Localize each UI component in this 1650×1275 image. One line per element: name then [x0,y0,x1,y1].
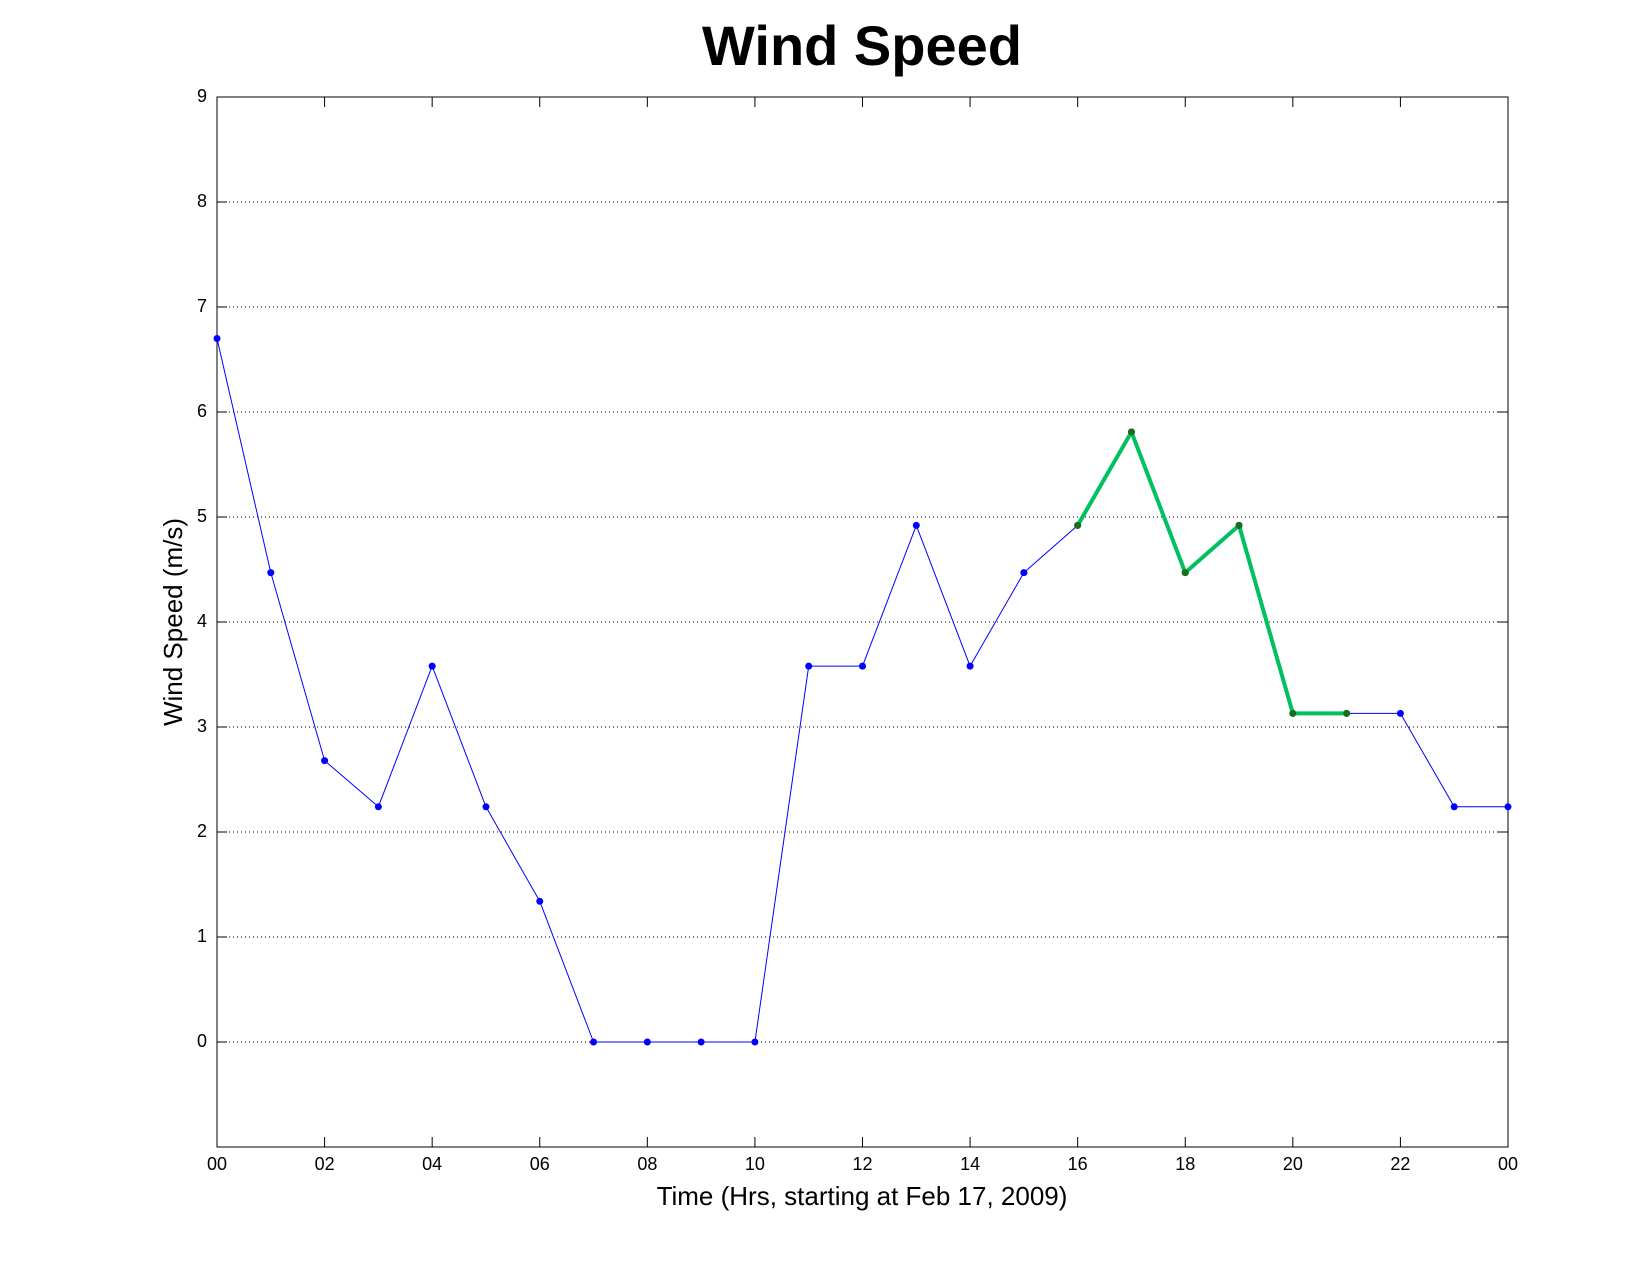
chart-title: Wind Speed [702,14,1022,77]
data-point [1074,521,1082,529]
x-tick-label: 06 [530,1154,550,1174]
x-tick-label: 00 [207,1154,227,1174]
y-tick-label: 8 [197,191,207,211]
data-point [1289,709,1297,717]
data-point [1450,803,1458,811]
data-point [1020,569,1028,577]
x-axis-label: Time (Hrs, starting at Feb 17, 2009) [657,1181,1068,1211]
y-tick-label: 5 [197,506,207,526]
data-point [374,803,382,811]
x-tick-label: 00 [1498,1154,1518,1174]
x-tick-label: 14 [960,1154,980,1174]
data-point [536,897,544,905]
y-tick-label: 1 [197,926,207,946]
data-point [1235,521,1243,529]
x-tick-label: 20 [1283,1154,1303,1174]
data-point [1396,709,1404,717]
data-point [1181,569,1189,577]
data-point [321,757,329,765]
y-tick-label: 9 [197,86,207,106]
data-point [751,1038,759,1046]
x-tick-label: 04 [422,1154,442,1174]
plot-area [216,96,1509,1148]
data-point [805,662,813,670]
data-point [1504,803,1512,811]
y-tick-label: 6 [197,401,207,421]
data-point [1343,709,1351,717]
y-tick-label: 2 [197,821,207,841]
x-tick-label: 22 [1390,1154,1410,1174]
data-point [213,335,221,342]
x-tick-label: 02 [315,1154,335,1174]
data-point [428,662,436,670]
series-line [1075,429,1347,716]
data-point [1127,428,1135,436]
data-point [859,662,866,670]
x-tick-label: 16 [1068,1154,1088,1174]
y-axis-label: Wind Speed (m/s) [158,518,188,726]
data-point [482,803,490,811]
x-tick-label: 12 [852,1154,872,1174]
y-tick-label: 0 [197,1031,207,1051]
data-point [966,662,974,670]
data-point [697,1038,705,1046]
x-tick-label: 18 [1175,1154,1195,1174]
data-point [590,1038,598,1046]
y-tick-label: 7 [197,296,207,316]
x-tick-label: 10 [745,1154,765,1174]
data-point [643,1038,651,1046]
data-point [912,521,920,529]
y-tick-label: 3 [197,716,207,736]
y-tick-label: 4 [197,611,207,631]
data-point [267,569,275,577]
x-tick-label: 08 [637,1154,657,1174]
